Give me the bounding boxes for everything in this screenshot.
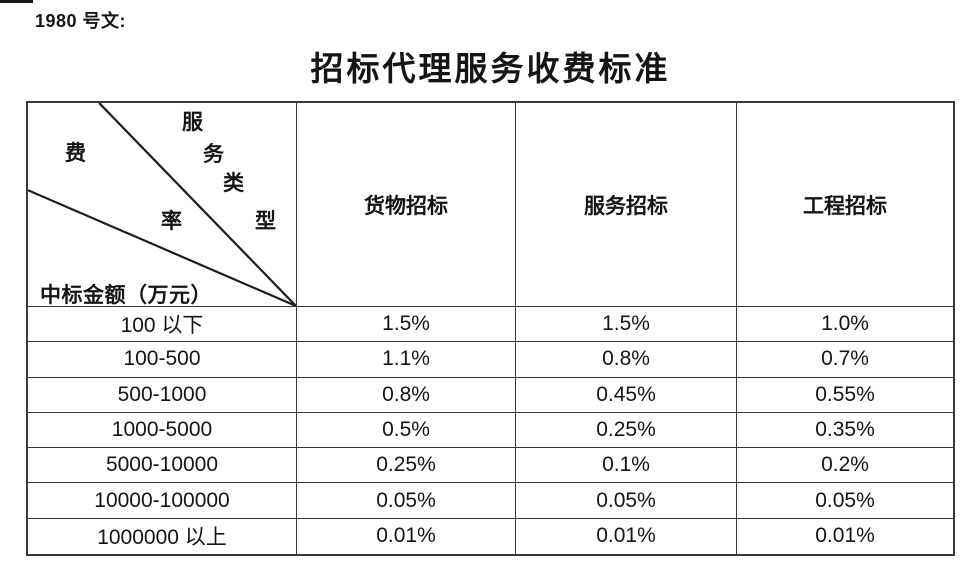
table-cell: 0.45% xyxy=(516,377,737,413)
corner-label-service-type-char: 类 xyxy=(223,171,244,195)
table-cell: 0.05% xyxy=(737,483,953,519)
table-cell: 0.8% xyxy=(297,377,516,413)
row-label: 500-1000 xyxy=(28,377,297,413)
table-cell: 0.01% xyxy=(815,524,875,548)
table-cell: 0.05% xyxy=(297,483,516,519)
table-cell: 0.01% xyxy=(516,518,737,554)
row-label: 1000-5000 xyxy=(28,412,297,449)
document-number-label: 1980 号文: xyxy=(35,11,127,31)
corner-label-service-type-char: 务 xyxy=(203,142,224,166)
table-cell: 0.05% xyxy=(516,483,737,519)
fee-table: 服 务 类 型 费 率 中标金额（万元） 货物招标 服务招标 工程招标 100 … xyxy=(26,101,955,556)
corner-label-service-type-char: 型 xyxy=(255,209,276,233)
corner-label-service-type-char: 服 xyxy=(182,110,203,134)
table-cell: 1.0% xyxy=(737,307,953,343)
column-header-goods: 货物招标 xyxy=(297,103,516,307)
row-label: 1000000 以上 xyxy=(28,518,297,554)
column-header-engineering: 工程招标 xyxy=(737,103,953,307)
table-cell: 1.5% xyxy=(516,307,737,343)
column-header-service: 服务招标 xyxy=(516,103,737,307)
row-label: 100-500 xyxy=(28,342,297,378)
table-cell: 1.1% xyxy=(297,342,516,378)
table-cell: 0.1% xyxy=(516,448,737,484)
row-label: 10000-100000 xyxy=(28,483,297,519)
row-label: 100 以下 xyxy=(28,307,297,343)
table-cell: 0.7% xyxy=(737,342,953,378)
table-cell: 0.25% xyxy=(516,412,737,449)
corner-label-rate-char: 率 xyxy=(161,209,182,233)
row-label: 5000-10000 xyxy=(28,448,297,484)
table-cell: 0.55% xyxy=(737,378,953,413)
table-cell: 0.5% xyxy=(297,412,516,449)
table-cell: 1.5% xyxy=(297,307,516,343)
table-cell: 0.2% xyxy=(737,448,953,484)
table-cell: 0.01% xyxy=(297,518,516,554)
page-title: 招标代理服务收费标准 xyxy=(310,52,671,88)
table-cell: 0.8% xyxy=(516,342,737,378)
diagonal-lines xyxy=(28,103,296,306)
diagonal-corner-cell: 服 务 类 型 费 率 中标金额（万元） xyxy=(28,103,297,307)
table-cell: 0.35% xyxy=(737,413,953,449)
top-left-edge-artifact xyxy=(0,0,33,3)
table-cell: 0.25% xyxy=(297,448,516,484)
corner-label-fee-char: 费 xyxy=(65,141,86,165)
corner-label-bid-amount: 中标金额（万元） xyxy=(40,283,212,307)
